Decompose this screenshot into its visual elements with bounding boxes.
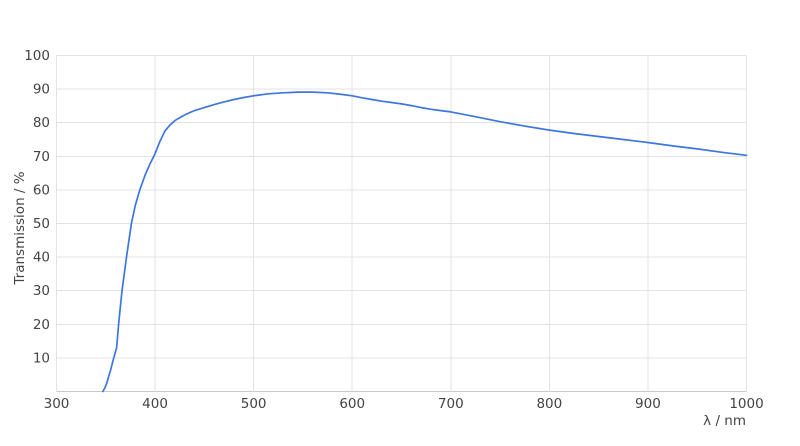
transmission-line [101,91,748,393]
y-tick-label: 50 [33,216,50,232]
y-tick-label: 30 [33,283,50,299]
y-tick-label: 10 [33,350,50,366]
x-tick-label: 700 [438,396,464,412]
y-tick-label: 100 [24,48,50,64]
y-tick-label: 90 [33,82,50,98]
y-tick-label: 70 [33,149,50,165]
x-tick-label: 500 [241,396,267,412]
x-tick-label: 900 [635,396,661,412]
y-tick-label: 80 [33,115,50,131]
x-tick-label: 600 [339,396,365,412]
x-tick-label: 1000 [729,396,763,412]
y-tick-label: 60 [33,182,50,198]
x-axis-title: λ / nm [703,413,746,429]
x-tick-label: 400 [142,396,168,412]
x-tick-label: 300 [44,396,70,412]
y-axis-title: Transmission / % [12,171,28,285]
y-tick-label: 40 [33,250,50,266]
y-tick-label: 20 [33,317,50,333]
x-tick-label: 800 [536,396,562,412]
